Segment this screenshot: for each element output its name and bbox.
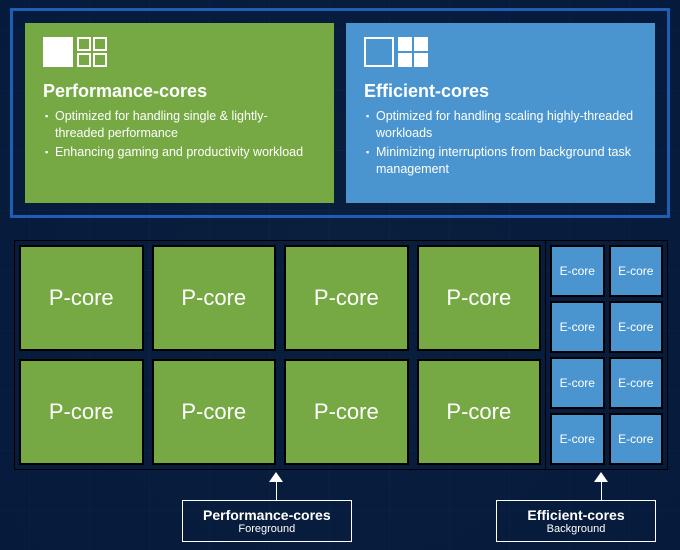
perf-card-title: Performance-cores	[43, 81, 316, 102]
connector-line	[276, 480, 277, 500]
p-core-cell: P-core	[19, 245, 144, 351]
footer-right-title: Efficient-cores	[517, 507, 635, 523]
eff-card-title: Efficient-cores	[364, 81, 637, 102]
eff-icon	[364, 37, 637, 67]
small-grid-icon	[398, 37, 428, 67]
p-core-cell: P-core	[152, 359, 277, 465]
e-core-cell: E-core	[609, 357, 663, 409]
efficient-card: Efficient-cores Optimized for handling s…	[346, 23, 655, 203]
e-core-cell: E-core	[609, 301, 663, 353]
e-core-cell: E-core	[609, 413, 663, 465]
footer-right-subtitle: Background	[517, 523, 635, 535]
large-square-icon	[43, 37, 73, 67]
perf-icon	[43, 37, 316, 67]
e-core-cell: E-core	[550, 245, 604, 297]
perf-footer-label: Performance-cores Foreground	[182, 500, 352, 542]
footer-left-title: Performance-cores	[203, 507, 331, 523]
connector-line	[601, 480, 602, 500]
footer-left-subtitle: Foreground	[203, 523, 331, 535]
core-layout-diagram: P-coreP-coreP-coreP-coreP-coreP-coreP-co…	[14, 240, 668, 470]
eff-footer-label: Efficient-cores Background	[496, 500, 656, 542]
perf-bullet-list: Optimized for handling single & lightly-…	[43, 108, 316, 161]
p-core-cell: P-core	[284, 359, 409, 465]
performance-card: Performance-cores Optimized for handling…	[25, 23, 334, 203]
e-core-cell: E-core	[550, 413, 604, 465]
e-core-cell: E-core	[609, 245, 663, 297]
p-core-cell: P-core	[417, 245, 542, 351]
e-core-cell: E-core	[550, 357, 604, 409]
top-info-frame: Performance-cores Optimized for handling…	[10, 8, 670, 218]
small-grid-icon	[77, 37, 107, 67]
eff-bullet-list: Optimized for handling scaling highly-th…	[364, 108, 637, 178]
p-core-cell: P-core	[19, 359, 144, 465]
p-core-cell: P-core	[152, 245, 277, 351]
p-core-cell: P-core	[417, 359, 542, 465]
e-core-cell: E-core	[550, 301, 604, 353]
p-core-cell: P-core	[284, 245, 409, 351]
large-square-icon	[364, 37, 394, 67]
